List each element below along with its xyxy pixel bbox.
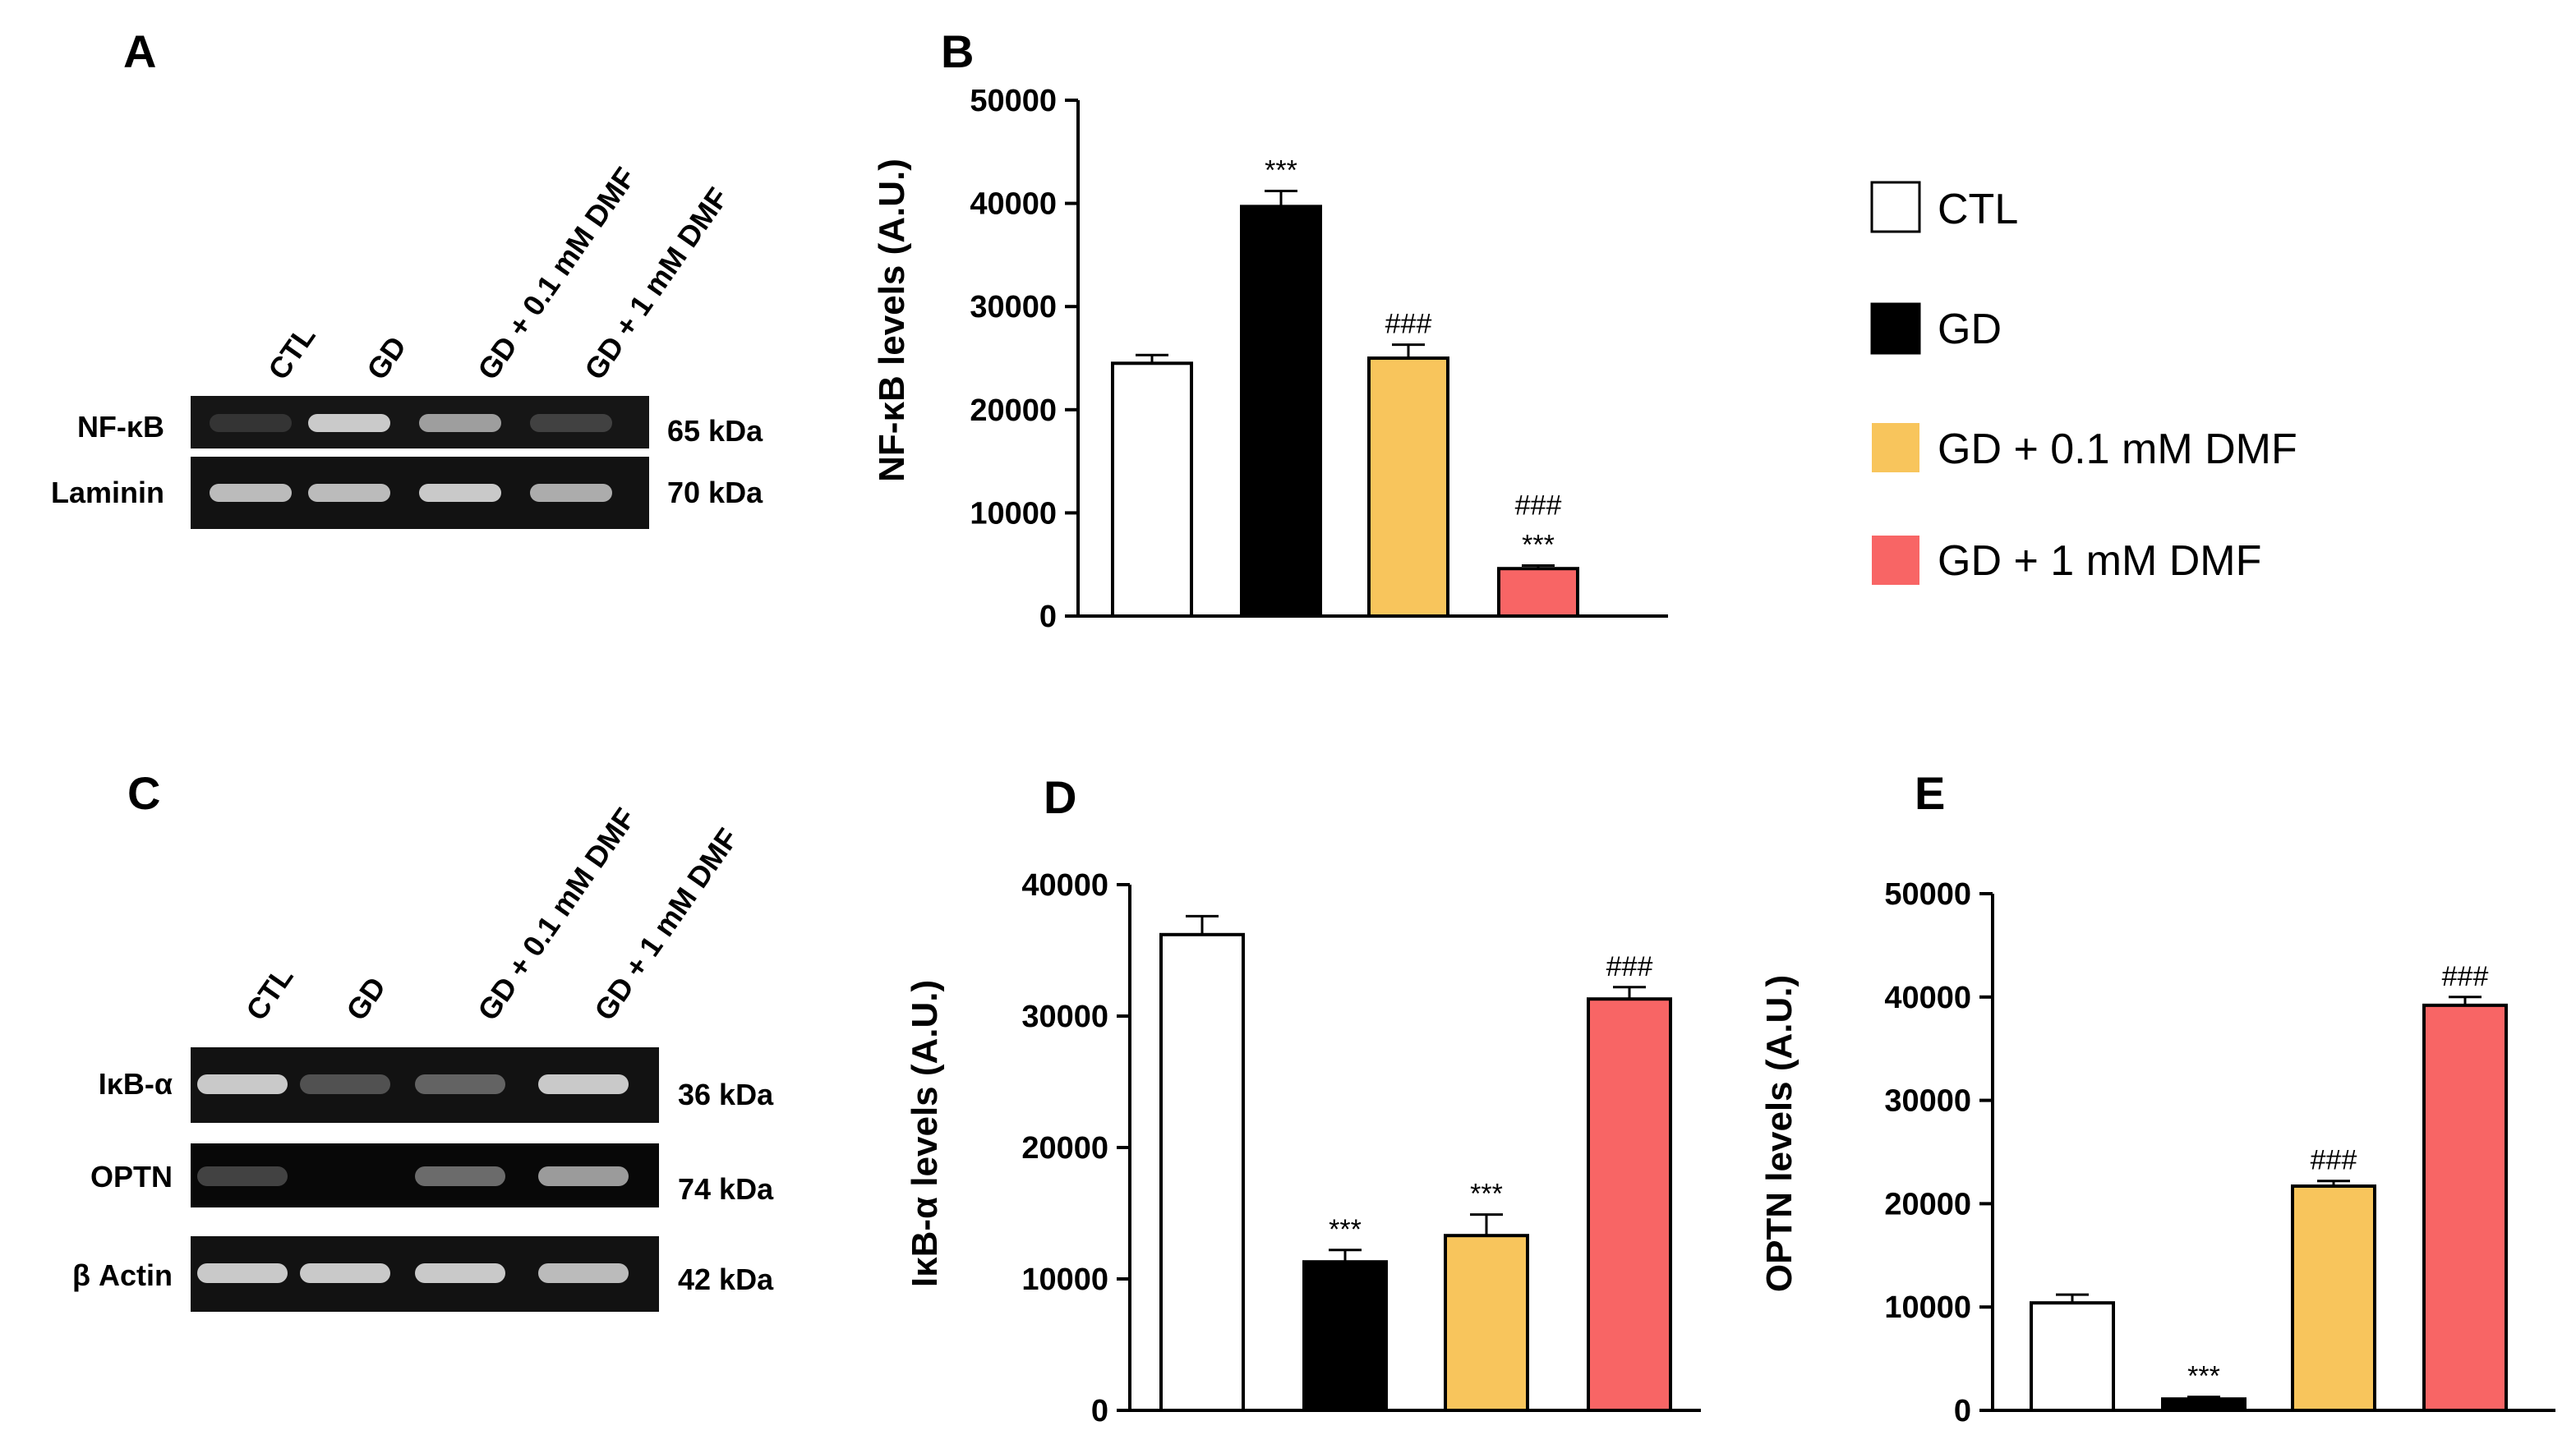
chart-e-annotation-gd-01-dmf-0: ### (2311, 1145, 2357, 1176)
panel-letter-e: E (1915, 767, 1945, 819)
blot-a-kda-laminin: 70 kDa (667, 476, 763, 509)
band-a-1-2 (419, 484, 501, 502)
chart-b-bar-ctl (1111, 361, 1193, 618)
band-a-1-1 (308, 484, 390, 502)
band-a-1-3 (530, 484, 612, 502)
chart-b-annotation-gd-1-dmf-1: *** (1522, 529, 1555, 560)
band-a-1-0 (210, 484, 292, 502)
chart-e-annotation-gd-1-dmf-0: ### (2442, 961, 2489, 992)
chart-e-bar-gd-1-dmf (2422, 1003, 2508, 1412)
chart-b-bar-gd (1240, 205, 1322, 618)
band-c-0-1 (300, 1074, 390, 1094)
legend-swatch-gd-01-dmf (1872, 423, 1919, 472)
panel-letter-a: A (123, 25, 156, 77)
panel-letter-c: C (127, 767, 160, 819)
blot-c-kda-ikba: 36 kDa (678, 1078, 774, 1111)
band-c-0-3 (538, 1074, 629, 1094)
blot-c-label-ikba: IκB-α (99, 1067, 173, 1101)
blot-c-label-optn: OPTN (90, 1160, 173, 1194)
chart-e-tick-label-0: 0 (1954, 1394, 1971, 1428)
chart-e-tick-label-30000: 30000 (1884, 1084, 1971, 1119)
legend-label-gd-1-dmf: GD + 1 mM DMF (1938, 537, 2261, 585)
chart-e-tick-label-20000: 20000 (1884, 1187, 1971, 1221)
band-c-2-2 (415, 1263, 505, 1283)
band-a-0-0 (210, 414, 292, 432)
chart-e: 0 10000 20000 30000 40000 50000 OPTN levels (A… (1759, 877, 2555, 1428)
band-c-2-3 (538, 1263, 629, 1283)
band-c-1-3 (538, 1166, 629, 1186)
chart-e-tick-label-40000: 40000 (1884, 981, 1971, 1015)
blot-c: CTL GD GD + 0.1 mM DMF GD + 1 mM DMF IκB… (72, 802, 774, 1312)
chart-b-tick-label-10000: 10000 (970, 496, 1057, 531)
chart-e-bar-ctl (2030, 1301, 2115, 1412)
blot-a-lane-gd: GD (360, 330, 413, 386)
band-c-2-1 (300, 1263, 390, 1283)
chart-d-tick-label-30000: 30000 (1021, 1000, 1108, 1034)
chart-b-annotation-gd-1-dmf-0: ### (1515, 490, 1562, 521)
chart-b-annotation-gd-0: *** (1265, 155, 1297, 186)
band-c-1-2 (415, 1166, 505, 1186)
chart-b-tick-label-0: 0 (1039, 600, 1057, 634)
blot-c-label-actin: β Actin (72, 1258, 173, 1292)
band-a-0-2 (419, 414, 501, 432)
chart-e-ylabel: OPTN levels (A.U.) (1759, 975, 1800, 1292)
chart-d-annotation-gd-0: *** (1329, 1214, 1362, 1245)
chart-d-annotation-gd-01-dmf-0: *** (1470, 1179, 1503, 1210)
chart-d-bar-gd-1-dmf (1587, 997, 1672, 1412)
chart-e-bar-gd (2161, 1397, 2247, 1412)
legend-swatch-gd-1-dmf (1872, 536, 1919, 585)
blot-a-kda-nfkb: 65 kDa (667, 414, 763, 448)
chart-e-tick-label-50000: 50000 (1884, 877, 1971, 912)
legend-label-ctl: CTL (1938, 186, 2018, 233)
band-c-0-2 (415, 1074, 505, 1094)
chart-d-ylabel: IκB-α levels (A.U.) (905, 980, 945, 1287)
chart-d: 0 10000 20000 30000 40000 IκB-α levels (A.U.)… (905, 868, 1701, 1428)
chart-b-tick-label-30000: 30000 (970, 290, 1057, 324)
legend-label-gd: GD (1938, 306, 2002, 353)
chart-b: 0 10000 20000 30000 40000 50000 NF-κB levels (… (872, 84, 1668, 634)
chart-d-bar-gd-01-dmf (1444, 1234, 1529, 1412)
chart-d-tick-label-10000: 10000 (1021, 1263, 1108, 1297)
legend-swatch-ctl (1870, 181, 1921, 233)
chart-b-bar-gd-1-dmf (1497, 567, 1579, 618)
blot-c-lane-ctl: CTL (239, 960, 300, 1027)
panel-letter-d: D (1044, 771, 1076, 823)
band-a-0-1 (308, 414, 390, 432)
blot-a-label-nfkb: NF-κB (77, 410, 164, 444)
blot-a-lane-ctl: CTL (261, 320, 322, 386)
chart-d-bar-gd (1302, 1260, 1388, 1412)
legend-swatch-gd (1870, 302, 1921, 355)
legend-label-gd-01-dmf: GD + 0.1 mM DMF (1938, 425, 2297, 473)
blot-a-label-laminin: Laminin (51, 476, 164, 509)
chart-e-tick-label-10000: 10000 (1884, 1290, 1971, 1325)
blot-c-kda-optn: 74 kDa (678, 1172, 774, 1206)
chart-b-bar-gd-01-dmf (1367, 356, 1449, 618)
legend: CTL GD GD + 0.1 mM DMF GD + 1 mM DMF (1870, 181, 2297, 585)
band-a-0-3 (530, 414, 612, 432)
blot-c-kda-actin: 42 kDa (678, 1263, 774, 1296)
blot-c-lane-gd: GD (339, 971, 393, 1027)
band-c-1-0 (197, 1166, 288, 1186)
chart-d-tick-label-0: 0 (1091, 1394, 1108, 1428)
chart-d-bar-ctl (1159, 932, 1245, 1413)
chart-b-ylabel: NF-κB levels (A.U.) (872, 159, 912, 482)
chart-d-annotation-gd-1-dmf-0: ### (1606, 951, 1653, 982)
chart-d-tick-label-40000: 40000 (1021, 868, 1108, 903)
chart-b-tick-label-50000: 50000 (970, 84, 1057, 118)
panel-letter-b: B (941, 25, 974, 77)
chart-e-bar-gd-01-dmf (2291, 1184, 2376, 1413)
chart-b-tick-label-20000: 20000 (970, 393, 1057, 428)
chart-d-tick-label-20000: 20000 (1021, 1131, 1108, 1166)
band-c-2-0 (197, 1263, 288, 1283)
chart-b-annotation-gd-01-dmf-0: ### (1385, 309, 1432, 340)
chart-b-tick-label-40000: 40000 (970, 187, 1057, 222)
blot-a: CTL GD GD + 0.1 mM DMF GD + 1 mM DMF NF-… (51, 161, 763, 529)
band-c-0-0 (197, 1074, 288, 1094)
chart-e-annotation-gd-0: *** (2187, 1361, 2220, 1392)
